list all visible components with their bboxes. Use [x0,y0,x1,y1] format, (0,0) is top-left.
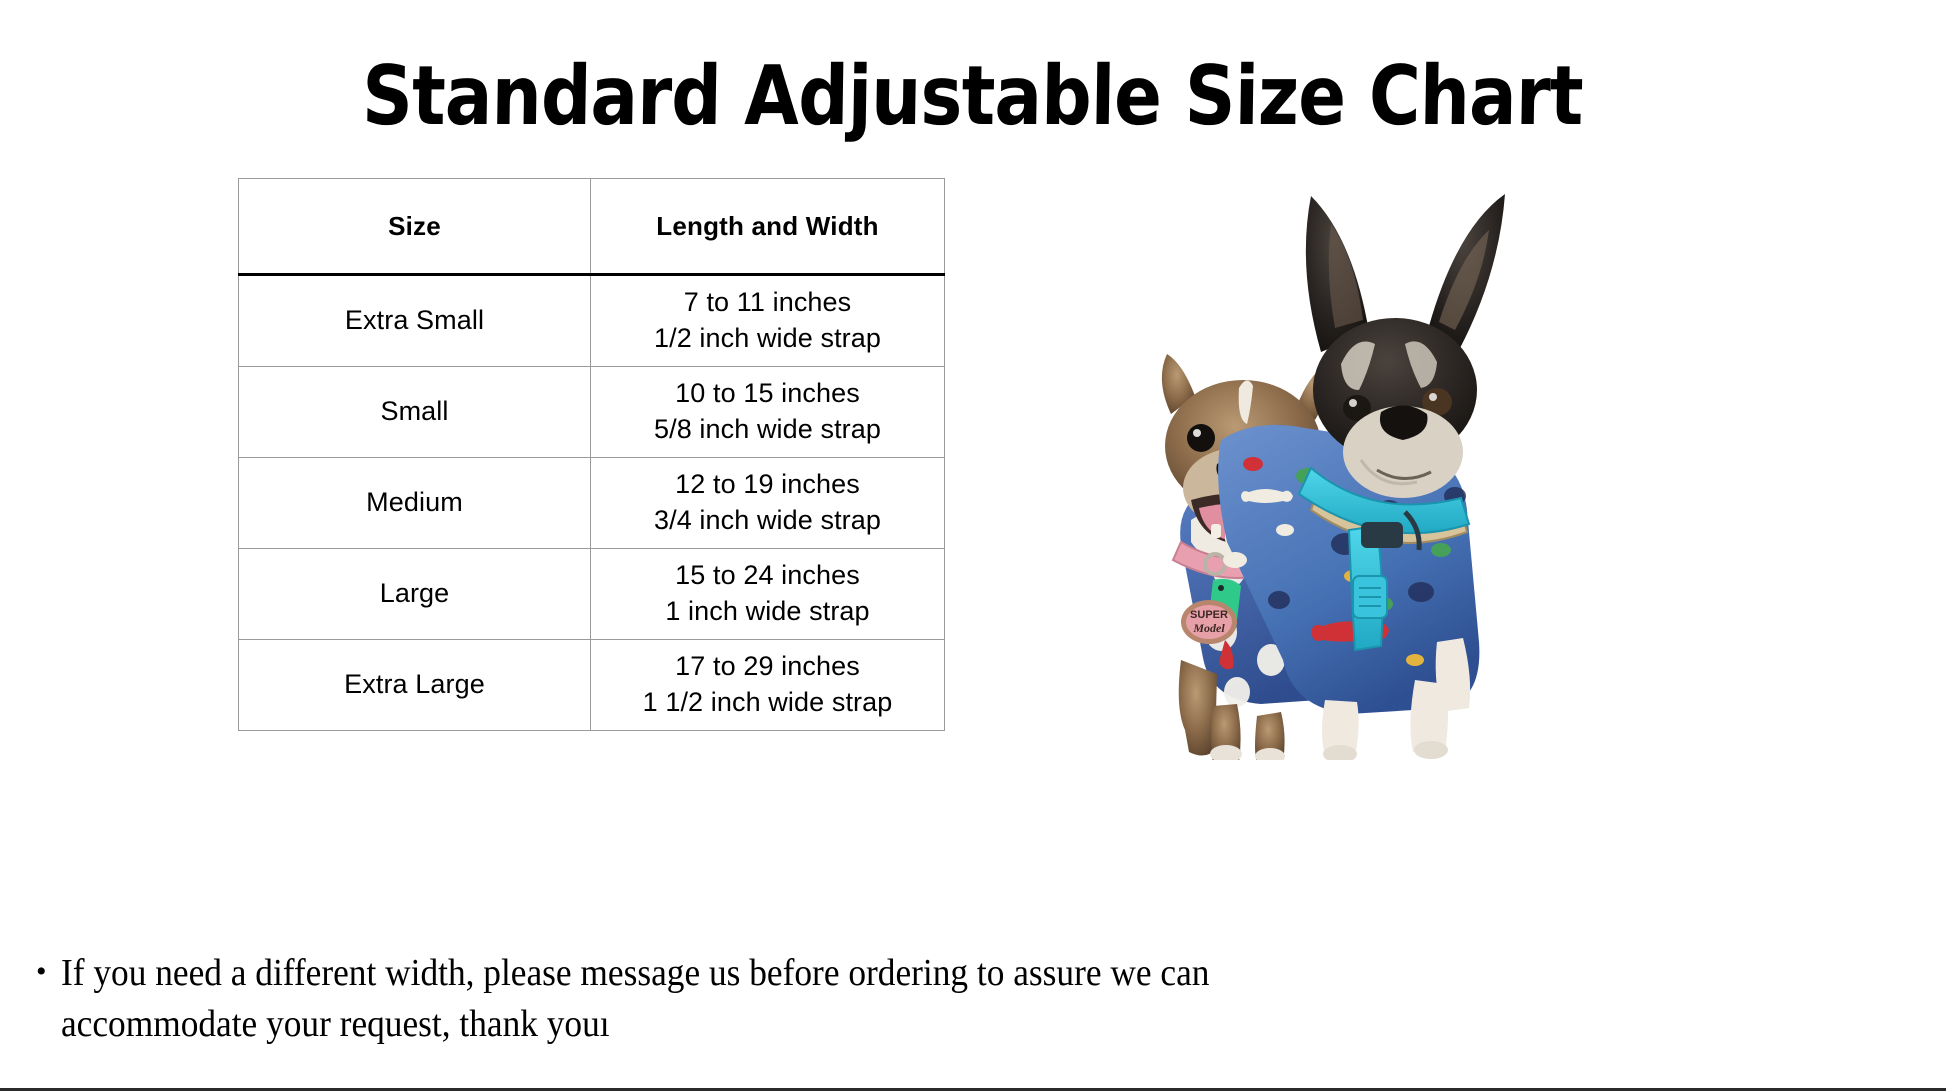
bullet-icon: • [36,955,47,988]
right-dog-head [1305,194,1505,498]
right-dog-paw-2 [1414,741,1448,759]
size-chart-table: Size Length and Width Extra Small 7 to 1… [238,178,945,731]
cell-strap: 1 1/2 inch wide strap [642,687,893,717]
table-row: Medium 12 to 19 inches 3/4 inch wide str… [238,457,945,549]
dog-photo-illustration: SUPER Model [985,140,1545,760]
cell-size: Extra Large [238,639,591,731]
right-dog-ear-right-inner [1439,230,1489,330]
left-dog-eye-glint-left [1193,429,1201,437]
cell-strap: 5/8 inch wide strap [653,414,882,444]
table-row: Extra Large 17 to 29 inches 1 1/2 inch w… [238,639,945,731]
left-dog-red-accent [1219,640,1234,670]
dog-photo: SUPER Model [985,140,1545,760]
cell-strap: 1 inch wide strap [665,596,870,626]
note-text: If you need a different width, please me… [60,952,1209,1045]
cell-length: 12 to 19 inches [675,469,860,500]
right-dog-eye-glint-right [1429,393,1437,401]
cell-size: Small [238,366,591,458]
cell-length-width: 12 to 19 inches 3/4 inch wide strap [590,457,945,549]
cell-length-width: 15 to 24 inches 1 inch wide strap [590,548,945,640]
cell-strap: 3/4 inch wide strap [653,505,882,535]
column-header-length: Length and Width [590,178,945,276]
table-row: Small 10 to 15 inches 5/8 inch wide stra… [238,366,945,458]
table-header-row: Size Length and Width [238,178,945,276]
right-dog-eye-glint-left [1349,399,1357,407]
right-dog-ear-left-inner [1328,224,1363,328]
right-dog-jowl [1359,459,1418,486]
left-dog-paw-1 [1210,745,1242,760]
cell-length: 7 to 11 inches [683,287,852,318]
right-dog-leg-1 [1322,700,1359,756]
left-dog-ear-left [1161,354,1195,414]
super-model-tag-line2: Model [1192,621,1225,635]
cell-length: 15 to 24 inches [675,560,860,591]
left-dog-blaze [1238,380,1253,424]
page-title: Standard Adjustable Size Chart [361,49,1584,144]
right-dog-harness-clip [1403,510,1422,551]
right-dog-paw-1 [1323,745,1357,760]
table-row: Extra Small 7 to 11 inches 1/2 inch wide… [238,274,945,367]
cell-length-width: 7 to 11 inches 1/2 inch wide strap [590,274,945,367]
right-dog-leg-3 [1435,638,1471,712]
cell-length: 10 to 15 inches [675,378,860,409]
left-dog-paw-2 [1255,748,1285,760]
cell-size: Medium [238,457,591,549]
cell-strap: 1/2 inch wide strap [653,323,882,353]
left-dog-super-model-tag: SUPER Model [1181,600,1237,644]
super-model-tag-line1: SUPER [1190,609,1228,621]
right-dog-harness-buckle [1361,522,1403,548]
cell-size: Large [238,548,591,640]
right-dog-nose [1379,405,1428,440]
left-dog-front-leg-2 [1255,712,1285,760]
left-dog-eye-left [1187,424,1215,452]
right-dog-eye-right [1422,388,1452,416]
right-dog-mask-left [1341,341,1375,390]
right-dog-mouth-line [1376,468,1432,480]
table-row: Large 15 to 24 inches 1 inch wide strap [238,548,945,640]
bottom-divider [0,1088,1946,1091]
right-dog-teal-harness-neck [1297,466,1471,535]
right-dog-harness-slider-lines [1359,587,1381,607]
left-dog-green-tag-hole [1218,585,1224,591]
cell-length-width: 17 to 29 inches 1 1/2 inch wide strap [590,639,945,731]
note-bullet: • If you need a different width, please … [36,948,1426,1050]
cell-size: Extra Small [238,274,591,367]
left-dog-rear-leg [1178,660,1217,756]
right-dog [1218,194,1505,760]
column-header-size: Size [238,178,591,276]
cell-length-width: 10 to 15 inches 5/8 inch wide strap [590,366,945,458]
right-dog-mask-right [1405,341,1437,388]
cell-length: 17 to 29 inches [675,651,860,682]
